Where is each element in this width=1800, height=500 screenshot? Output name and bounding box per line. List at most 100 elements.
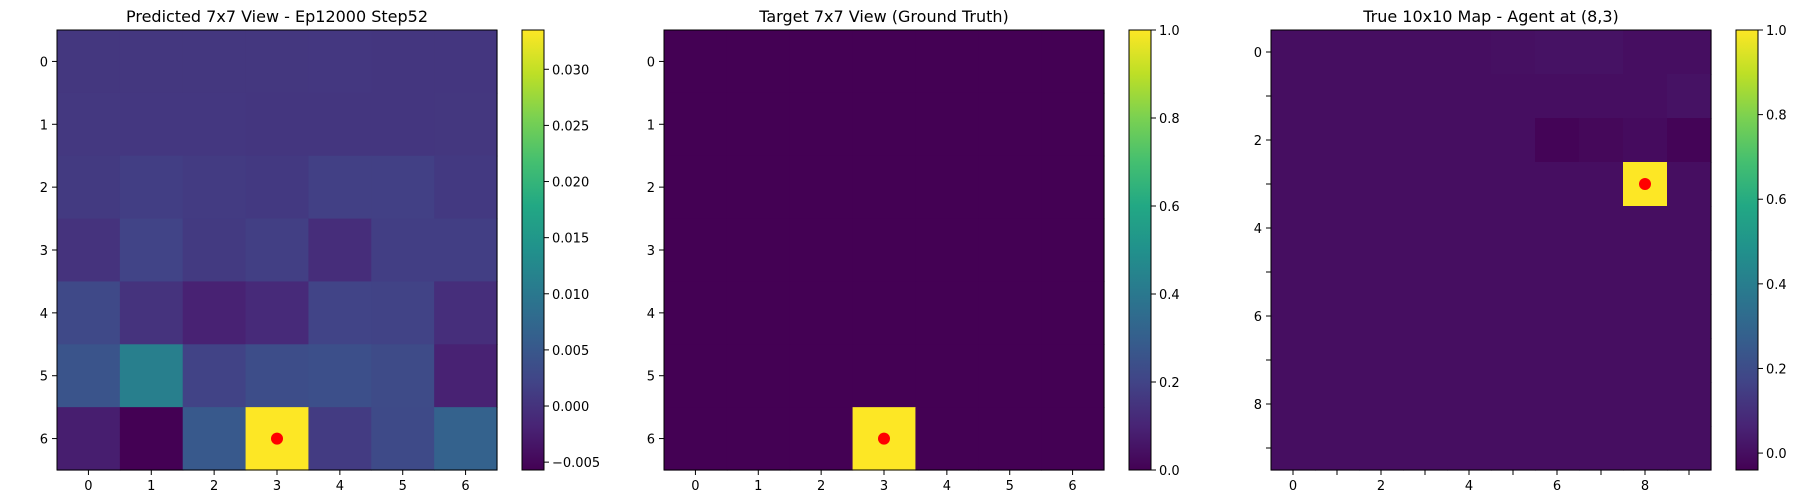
heatmap-cell bbox=[1359, 294, 1404, 339]
heatmap-cell bbox=[726, 92, 791, 157]
heatmap-cell bbox=[57, 92, 121, 157]
heatmap-cell bbox=[1491, 426, 1536, 471]
heatmap-cell bbox=[915, 92, 979, 157]
heatmap-cell bbox=[1271, 382, 1316, 427]
colorbar-tick-label: 0.000 bbox=[552, 400, 589, 415]
x-tick-label: 2 bbox=[210, 479, 218, 494]
heatmap-cell bbox=[1491, 74, 1536, 119]
heatmap-cell bbox=[1667, 30, 1712, 75]
heatmap-cell bbox=[371, 155, 435, 220]
heatmap-cell bbox=[182, 407, 247, 471]
heatmap-cell bbox=[1579, 382, 1624, 427]
heatmap-cell bbox=[726, 30, 791, 94]
heatmap-cell bbox=[1535, 162, 1580, 207]
heatmap-cell bbox=[1491, 250, 1536, 295]
heatmap-cell bbox=[182, 218, 247, 283]
heatmap-cell bbox=[1447, 118, 1492, 163]
colorbar-tick-label: 0.020 bbox=[552, 176, 589, 191]
heatmap-cell bbox=[1491, 30, 1536, 75]
heatmap-cell bbox=[434, 218, 498, 283]
heatmap-cell bbox=[664, 344, 728, 408]
x-tick-label: 0 bbox=[691, 479, 699, 494]
heatmap-cell bbox=[1535, 338, 1580, 383]
heatmap-cell bbox=[1041, 155, 1105, 220]
heatmap-cell bbox=[1447, 162, 1492, 207]
heatmap-cell bbox=[1403, 206, 1448, 251]
x-tick-label: 1 bbox=[754, 479, 762, 494]
heatmap-cell bbox=[852, 218, 917, 283]
heatmap-cell bbox=[1623, 426, 1668, 471]
heatmap-cell bbox=[1041, 407, 1105, 471]
heatmap-cell bbox=[1041, 30, 1105, 94]
colorbar-tick-label: 0.6 bbox=[1766, 193, 1787, 208]
heatmap-cell bbox=[1447, 30, 1492, 75]
heatmap-cell bbox=[57, 407, 121, 471]
x-tick-label: 4 bbox=[943, 479, 951, 494]
heatmap-cell bbox=[1491, 206, 1536, 251]
heatmap-cell bbox=[789, 218, 854, 283]
heatmap-cell bbox=[978, 407, 1042, 471]
x-tick-label: 4 bbox=[336, 479, 344, 494]
x-tick-label: 4 bbox=[1465, 479, 1473, 494]
heatmap-cell bbox=[182, 30, 247, 94]
heatmap-cell bbox=[664, 30, 728, 94]
panel-3: True 10x10 Map - Agent at (8,3) 0 2 4 6 8 0 2 4 6… bbox=[1254, 7, 1787, 494]
heatmap-cell bbox=[1359, 382, 1404, 427]
heatmap-cell bbox=[1623, 206, 1668, 251]
heatmap-cell bbox=[664, 407, 728, 471]
heatmap-cell bbox=[1447, 206, 1492, 251]
heatmap-cell bbox=[57, 155, 121, 220]
heatmap-cell bbox=[1359, 206, 1404, 251]
colorbar-tick-label: 1.0 bbox=[1766, 24, 1787, 39]
y-tick-label: 4 bbox=[1254, 222, 1262, 237]
heatmap-cell bbox=[1271, 74, 1316, 119]
heatmap-cell bbox=[245, 30, 310, 94]
heatmap-cell bbox=[1271, 206, 1316, 251]
heatmap-cell bbox=[308, 218, 372, 283]
heatmap-cell bbox=[1315, 30, 1360, 75]
heatmap-cell bbox=[1535, 294, 1580, 339]
heatmap-cell bbox=[664, 155, 728, 220]
heatmap-cell bbox=[1403, 294, 1448, 339]
colorbar-tick-label: 0.0 bbox=[1766, 447, 1787, 462]
heatmap-cell bbox=[434, 344, 498, 408]
heatmap-cell bbox=[1579, 206, 1624, 251]
heatmap-cell bbox=[1579, 162, 1624, 207]
heatmap-cell bbox=[245, 155, 310, 220]
heatmap-cell bbox=[119, 407, 184, 471]
heatmap-cell bbox=[1535, 382, 1580, 427]
panel-title: True 10x10 Map - Agent at (8,3) bbox=[1362, 7, 1619, 26]
heatmap-cell bbox=[434, 30, 498, 94]
agent-marker bbox=[878, 432, 890, 445]
y-tick-label: 4 bbox=[647, 307, 655, 322]
heatmap-cell bbox=[1315, 294, 1360, 339]
colorbar-tick-label: 0.2 bbox=[1159, 376, 1180, 391]
heatmap-cell bbox=[1491, 118, 1536, 163]
heatmap-cell bbox=[371, 218, 435, 283]
heatmap-cell bbox=[182, 344, 247, 408]
colorbar-tick-label: 1.0 bbox=[1159, 24, 1180, 39]
y-tick-label: 1 bbox=[647, 118, 655, 133]
heatmap-cell bbox=[978, 281, 1042, 345]
heatmap-cell bbox=[789, 30, 854, 94]
heatmap-cell bbox=[1491, 162, 1536, 207]
heatmap-cell bbox=[1579, 74, 1624, 119]
heatmap-cell bbox=[789, 344, 854, 408]
heatmap-cell bbox=[434, 92, 498, 157]
heatmap-cell bbox=[1271, 118, 1316, 163]
heatmap-cell bbox=[1359, 30, 1404, 75]
colorbar-tick-label: 0.025 bbox=[552, 119, 589, 134]
colorbar-tick-label: 0.8 bbox=[1766, 109, 1787, 124]
heatmap-cell bbox=[1315, 250, 1360, 295]
heatmap-cell bbox=[1271, 426, 1316, 471]
colorbar bbox=[522, 30, 544, 470]
y-tick-label: 0 bbox=[647, 55, 655, 70]
heatmap-cell bbox=[1315, 206, 1360, 251]
heatmap-cell bbox=[371, 92, 435, 157]
heatmap-cell bbox=[1535, 74, 1580, 119]
heatmap-cell bbox=[1667, 118, 1712, 163]
x-tick-label: 6 bbox=[1553, 479, 1561, 494]
heatmap-cell bbox=[1623, 294, 1668, 339]
x-tick-label: 6 bbox=[1068, 479, 1076, 494]
heatmap-cell bbox=[434, 281, 498, 345]
